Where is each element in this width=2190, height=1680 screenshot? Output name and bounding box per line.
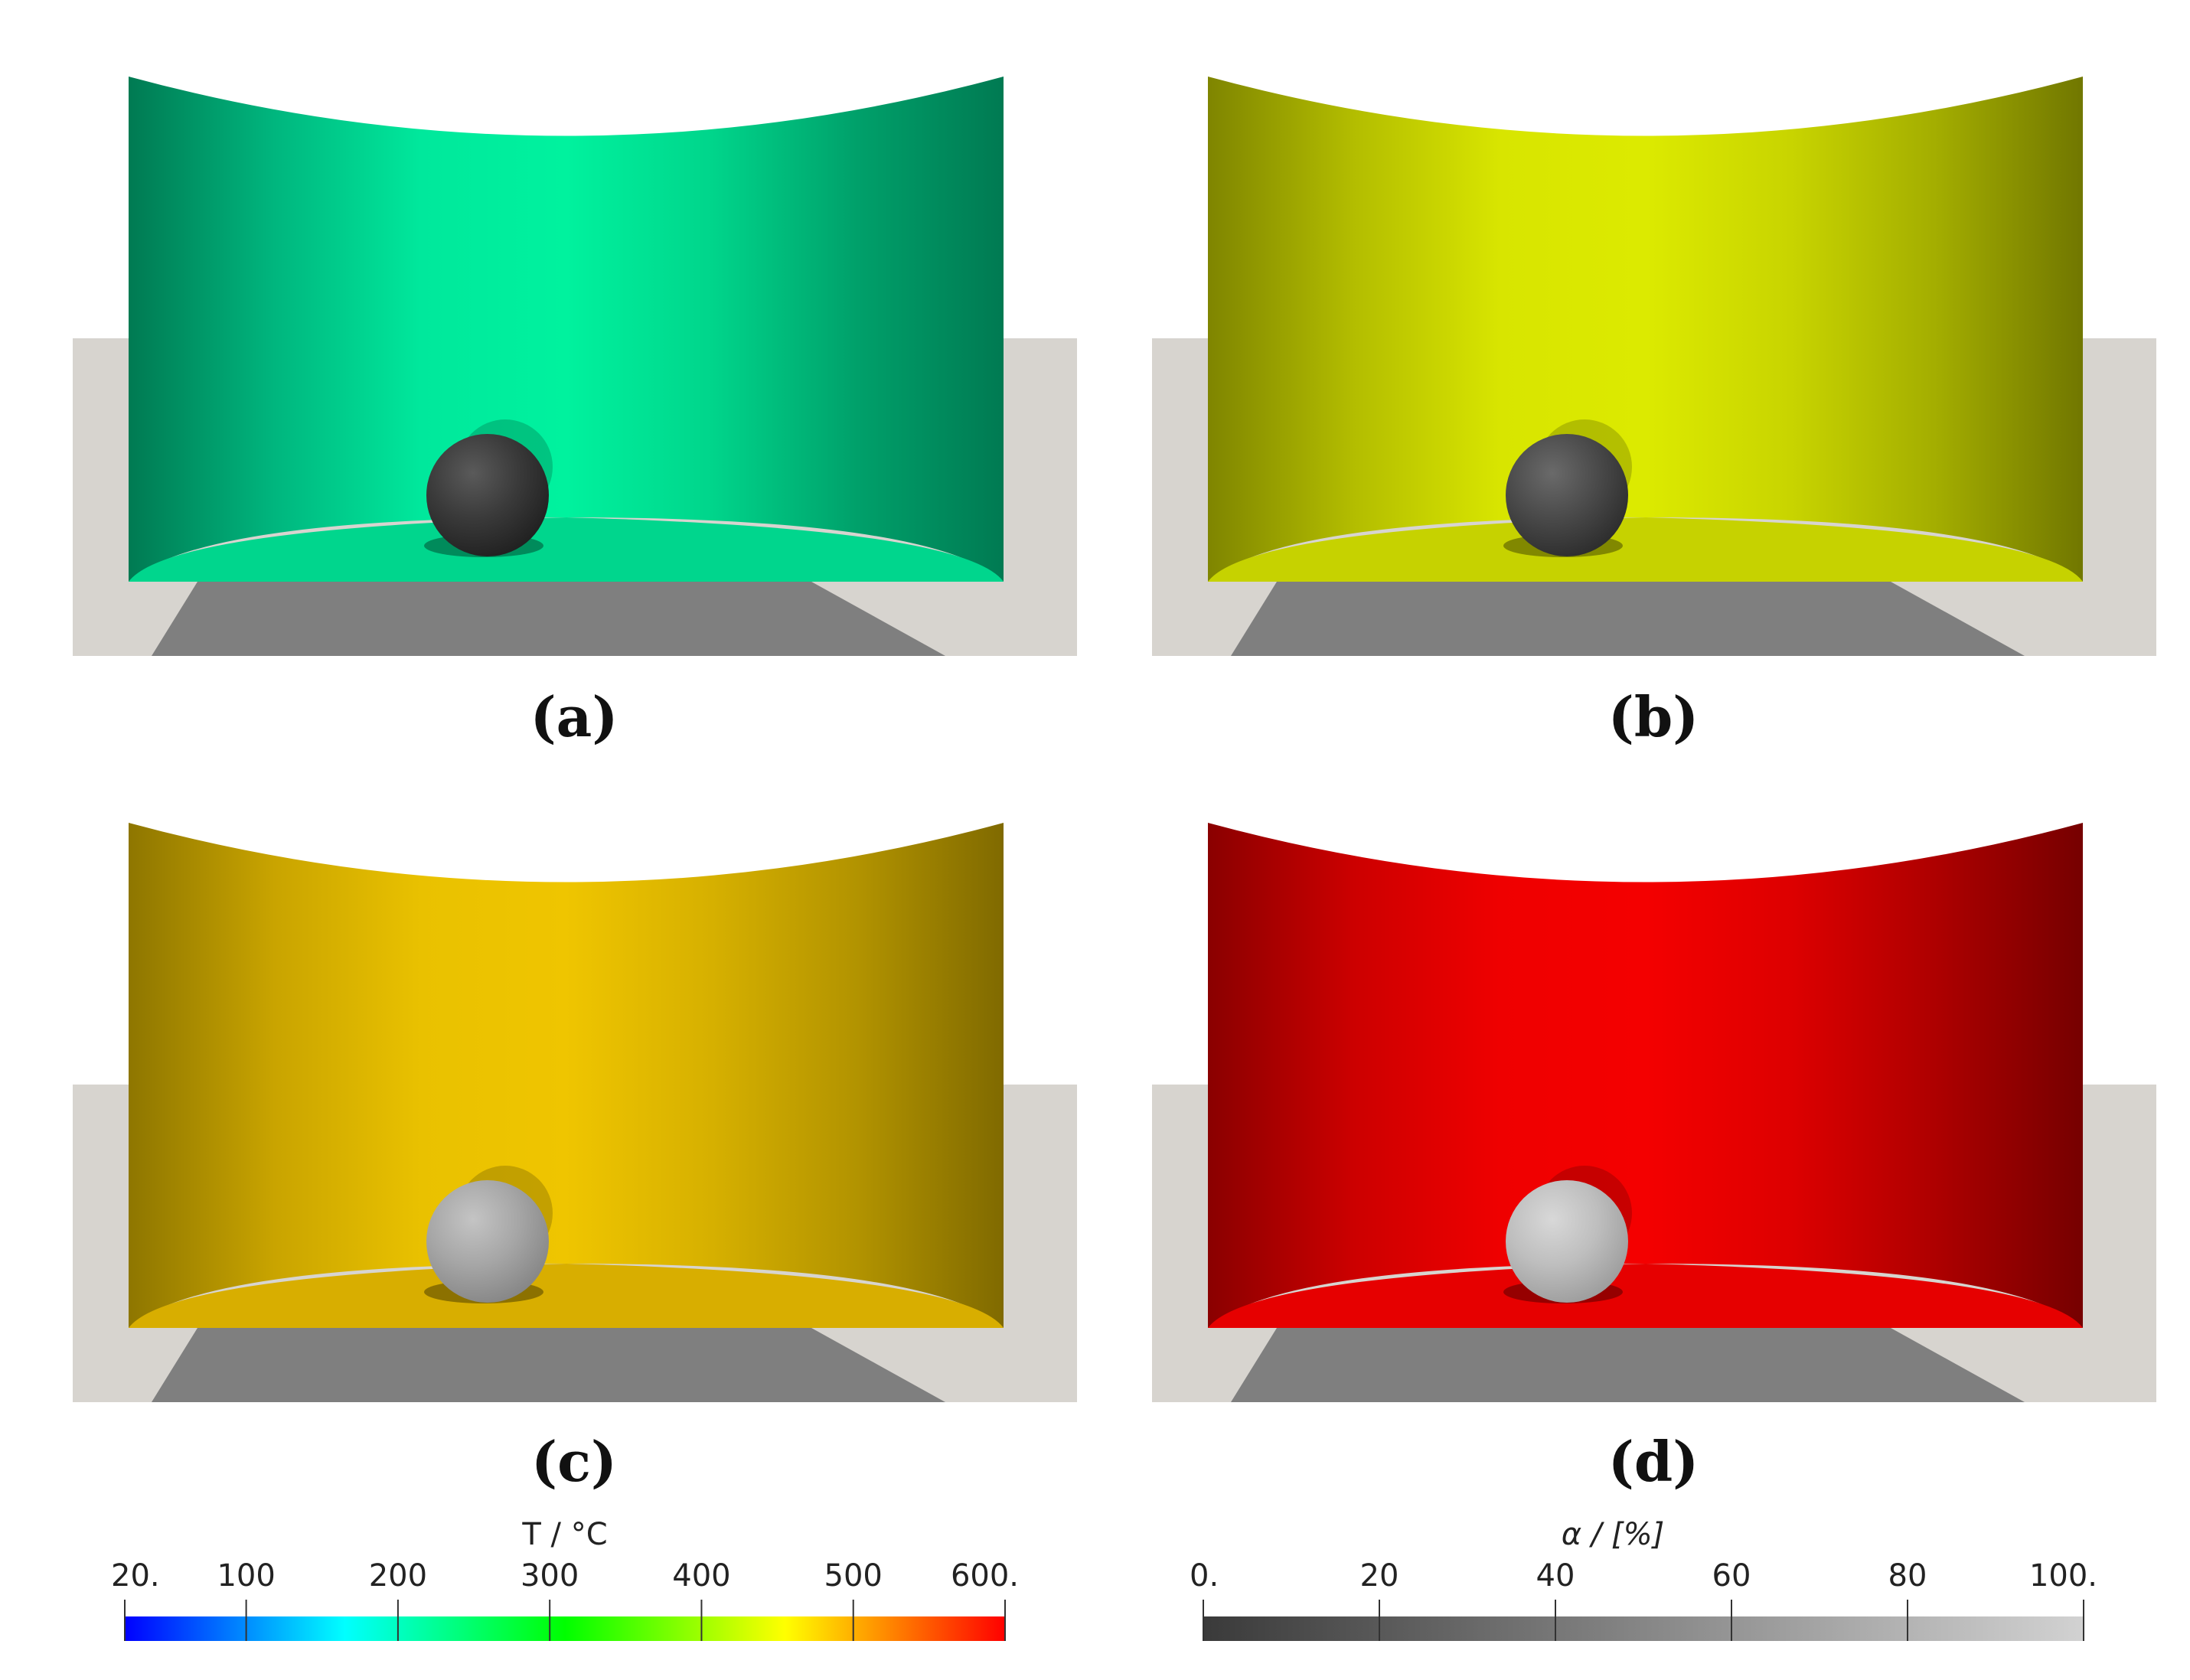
colorbar-tick-label: 400 bbox=[672, 1558, 730, 1594]
colorbar-tick-label: 500 bbox=[824, 1558, 883, 1594]
cylinder-wall bbox=[129, 77, 1004, 582]
temperature-colorbar: T / °C 20. 100 200 300 400 500 600. bbox=[111, 1517, 1019, 1641]
ground-shadow bbox=[1231, 582, 2025, 656]
colorbar-gradient bbox=[1203, 1616, 2084, 1641]
colorbar-title: α / [%] bbox=[1562, 1517, 1665, 1552]
colorbar-tick-label: 20 bbox=[1360, 1558, 1399, 1594]
colorbar-tick-label: 600. bbox=[951, 1558, 1019, 1594]
cylinder-floor-front bbox=[1208, 1264, 2083, 1328]
colorbar-tick-label: 0. bbox=[1190, 1558, 1219, 1594]
cylinder-floor-front bbox=[129, 517, 1004, 582]
colorbar-tick-label: 200 bbox=[369, 1558, 427, 1594]
caption-d: (d) bbox=[1608, 1429, 1699, 1494]
ground-shadow bbox=[152, 1328, 945, 1402]
caption-c: (c) bbox=[531, 1429, 617, 1494]
cylinder-floor-front bbox=[129, 1264, 1004, 1328]
caption-a: (a) bbox=[530, 684, 618, 749]
ground-shadow bbox=[1231, 1328, 2025, 1402]
panel-a bbox=[73, 77, 1077, 656]
colorbar-tick-label: 20. bbox=[111, 1558, 160, 1594]
colorbar-tick-label: 80 bbox=[1888, 1558, 1927, 1594]
cylinder-wall bbox=[1208, 823, 2083, 1328]
particle-sphere bbox=[1506, 1180, 1628, 1303]
cylinder-wall bbox=[1208, 77, 2083, 582]
colorbar-tick-label: 60 bbox=[1712, 1558, 1751, 1594]
cylinder-floor-front bbox=[1208, 517, 2083, 582]
panel-b bbox=[1152, 77, 2156, 656]
alpha-colorbar: α / [%] 0. 20 40 60 80 100. bbox=[1190, 1517, 2097, 1641]
particle-sphere bbox=[426, 1180, 549, 1303]
cylinder-wall bbox=[129, 823, 1004, 1328]
colorbar-title: T / °C bbox=[521, 1517, 607, 1552]
panel-d bbox=[1152, 823, 2156, 1402]
ground-shadow bbox=[152, 582, 945, 656]
particle-sphere bbox=[426, 434, 549, 556]
colorbar-gradient bbox=[125, 1616, 1005, 1641]
colorbar-tick-label: 40 bbox=[1536, 1558, 1575, 1594]
panel-c bbox=[73, 823, 1077, 1402]
colorbar-tick-label: 300 bbox=[521, 1558, 579, 1594]
colorbar-tick-label: 100. bbox=[2029, 1558, 2097, 1594]
particle-sphere bbox=[1506, 434, 1628, 556]
caption-b: (b) bbox=[1608, 684, 1699, 749]
colorbar-tick-label: 100 bbox=[217, 1558, 275, 1594]
